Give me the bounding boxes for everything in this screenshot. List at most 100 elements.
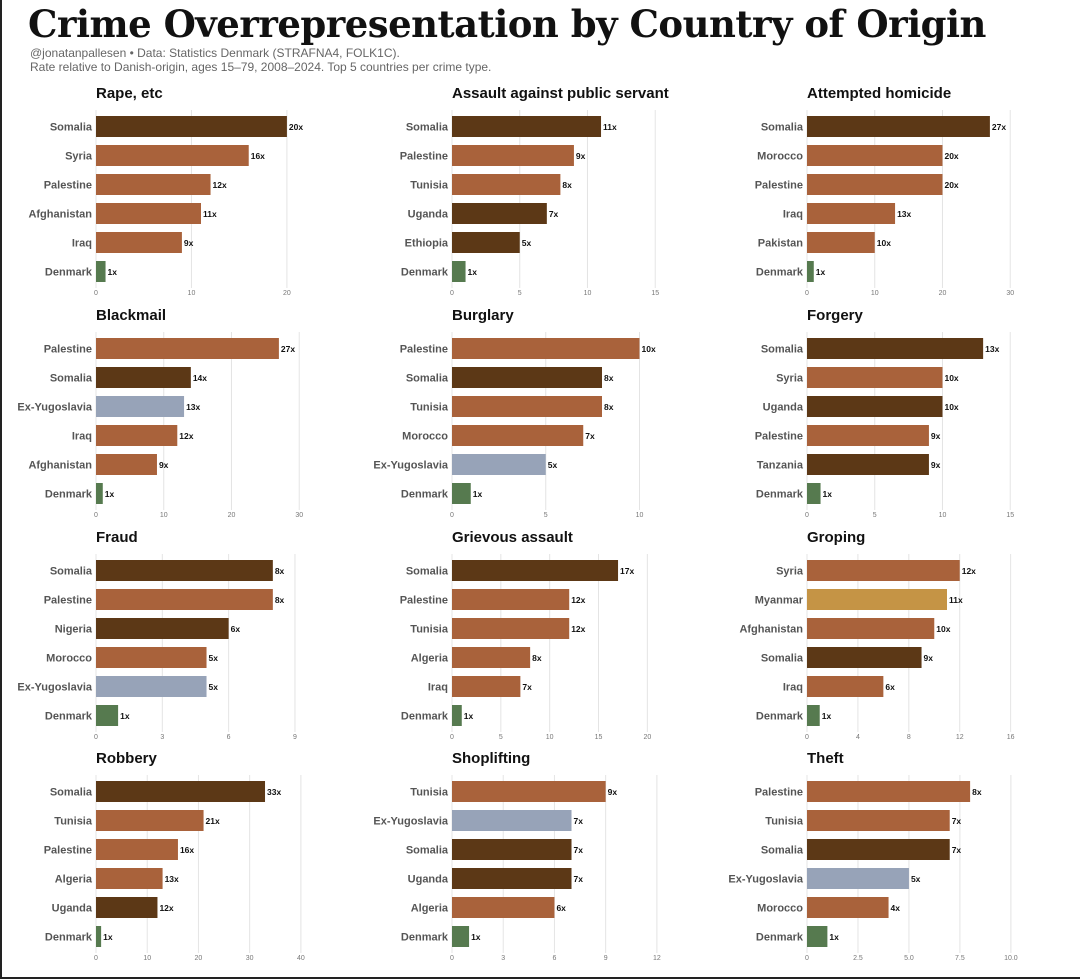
bar <box>96 367 191 388</box>
x-tick-label: 9 <box>293 734 297 741</box>
bar <box>96 338 279 359</box>
bar-chart: 0 10 20 Somalia 20x Syria 16x Palestine 12x Afgha… <box>28 110 303 297</box>
x-tick-label: 0 <box>94 955 98 962</box>
x-tick-label: 15 <box>651 290 659 297</box>
category-label: Somalia <box>406 566 449 578</box>
category-label: Ex-Yugoslavia <box>373 460 448 472</box>
data-label: 9x <box>184 238 194 248</box>
bar <box>452 589 570 610</box>
data-label: 9x <box>159 460 169 470</box>
category-label: Afghanistan <box>739 624 803 636</box>
panel-fraud: Fraud 0 3 6 9 Somalia 8x Palestine 8x Nigeria 6x Mo… <box>0 529 340 749</box>
data-label: 1x <box>816 267 826 277</box>
category-label: Iraq <box>783 682 803 694</box>
x-tick-label: 15 <box>595 734 603 741</box>
data-label: 9x <box>608 787 618 797</box>
bar <box>96 781 266 802</box>
bar <box>452 232 520 253</box>
bar <box>807 647 922 668</box>
x-tick-label: 0 <box>94 734 98 741</box>
bar <box>452 781 606 802</box>
x-tick-label: 3 <box>160 734 164 741</box>
bar <box>96 560 273 581</box>
bar <box>452 425 584 446</box>
data-label: 13x <box>985 344 999 354</box>
bar <box>807 454 929 475</box>
category-label: Tunisia <box>410 624 449 636</box>
bar <box>807 781 971 802</box>
x-tick-label: 0 <box>94 290 98 297</box>
x-tick-label: 5 <box>499 734 503 741</box>
category-label: Nigeria <box>55 624 93 636</box>
x-tick-label: 5 <box>518 290 522 297</box>
bar <box>452 647 531 668</box>
bar <box>452 926 470 947</box>
panel-burglary: Burglary 0 5 10 Palestine 10x Somalia 8x Tunisia… <box>356 307 696 527</box>
category-label: Somalia <box>406 845 449 857</box>
category-label: Syria <box>776 566 804 578</box>
bar <box>807 232 875 253</box>
chart-subtitle-source: @jonatanpallesen • Data: Statistics Denm… <box>30 46 400 60</box>
category-label: Iraq <box>72 431 92 443</box>
data-label: 10x <box>877 238 891 248</box>
bar <box>807 839 950 860</box>
bar <box>452 145 574 166</box>
bar <box>96 810 204 831</box>
x-tick-label: 0 <box>805 512 809 519</box>
bar <box>452 897 555 918</box>
x-tick-label: 10 <box>188 290 196 297</box>
category-label: Iraq <box>72 238 92 250</box>
data-label: 12x <box>159 903 173 913</box>
category-label: Algeria <box>411 903 449 915</box>
data-label: 1x <box>105 489 115 499</box>
data-label: 7x <box>574 874 584 884</box>
category-label: Somalia <box>761 653 804 665</box>
bar <box>96 483 103 504</box>
x-tick-label: 20 <box>939 290 947 297</box>
data-label: 4x <box>891 903 901 913</box>
category-label: Tanzania <box>757 460 804 472</box>
x-tick-label: 6 <box>227 734 231 741</box>
data-label: 5x <box>209 653 219 663</box>
data-label: 27x <box>281 344 295 354</box>
data-label: 9x <box>576 151 586 161</box>
bar <box>452 261 466 282</box>
x-tick-label: 10 <box>636 512 644 519</box>
data-label: 1x <box>108 267 118 277</box>
x-tick-label: 10 <box>160 512 168 519</box>
bar <box>452 705 462 726</box>
data-label: 12x <box>962 566 976 576</box>
bar <box>807 589 947 610</box>
data-label: 8x <box>275 566 285 576</box>
bar <box>452 483 471 504</box>
category-label: Somalia <box>50 122 93 134</box>
panel-title: Attempted homicide <box>807 85 952 102</box>
x-tick-label: 0 <box>450 512 454 519</box>
category-label: Ex-Yugoslavia <box>728 874 803 886</box>
bar <box>96 454 157 475</box>
data-label: 11x <box>203 209 217 219</box>
data-label: 1x <box>120 711 130 721</box>
data-label: 9x <box>924 653 934 663</box>
category-label: Denmark <box>401 267 449 279</box>
category-label: Palestine <box>400 595 448 607</box>
category-label: Palestine <box>400 151 448 163</box>
data-label: 7x <box>522 682 532 692</box>
category-label: Palestine <box>44 595 92 607</box>
bar <box>96 396 185 417</box>
bar <box>96 174 211 195</box>
bar-chart: 0 4 8 12 16 Syria 12x Myanmar 11x Afghanistan 10x S… <box>739 554 1015 741</box>
x-tick-label: 0 <box>450 290 454 297</box>
data-label: 8x <box>604 373 614 383</box>
data-label: 1x <box>473 489 483 499</box>
x-tick-label: 10 <box>939 512 947 519</box>
x-tick-label: 30 <box>1006 290 1014 297</box>
data-label: 10x <box>936 624 950 634</box>
bar <box>96 589 273 610</box>
x-tick-label: 7.5 <box>955 955 965 962</box>
bar <box>807 116 990 137</box>
category-label: Denmark <box>45 489 93 501</box>
category-label: Denmark <box>756 932 804 944</box>
data-label: 20x <box>944 180 958 190</box>
data-label: 8x <box>562 180 572 190</box>
